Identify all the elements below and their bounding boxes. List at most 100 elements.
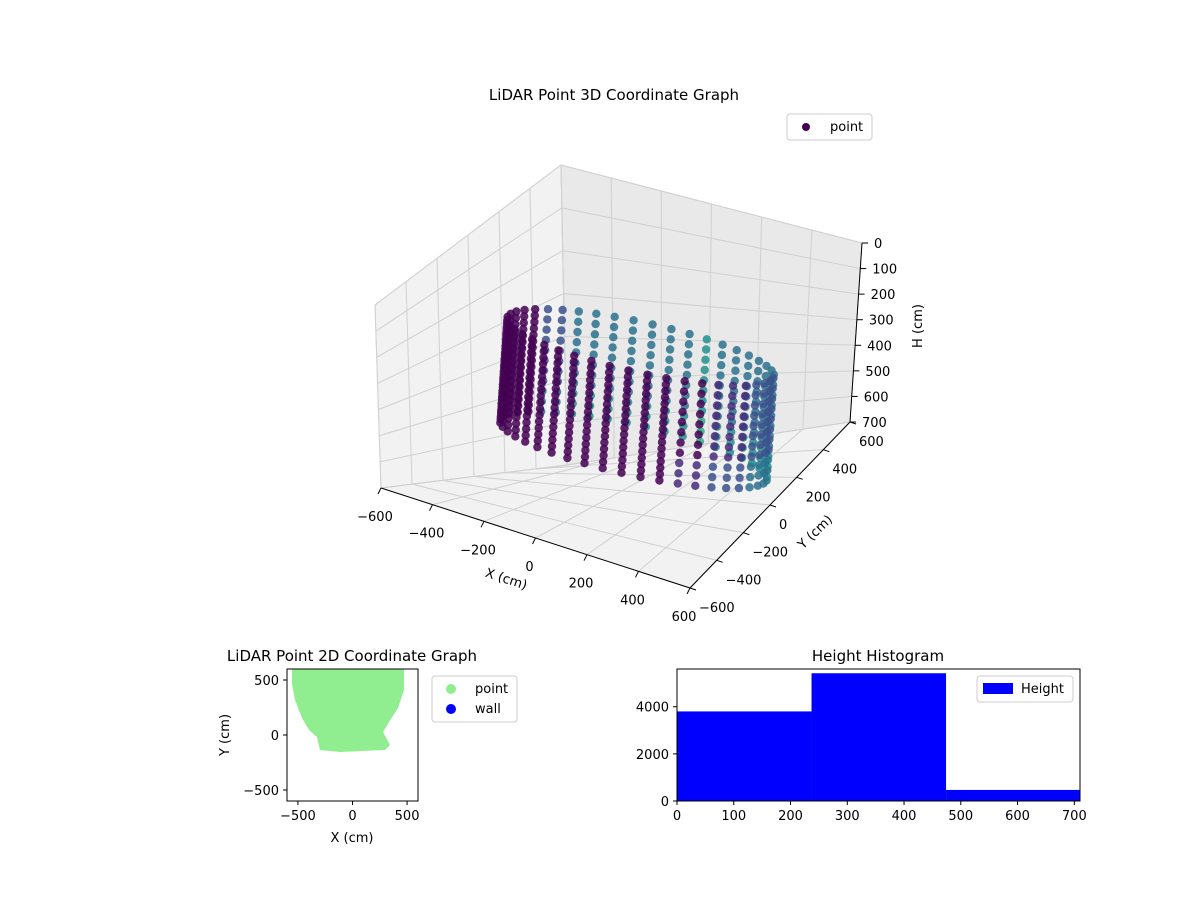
data-point-3d — [749, 421, 758, 431]
data-point-3d — [581, 439, 590, 449]
data-point-3d — [740, 391, 750, 401]
data-point-3d — [533, 442, 542, 452]
data-point-3d — [537, 385, 546, 394]
data-point-3d — [746, 472, 755, 482]
legend-2d-label-wall: wall — [475, 702, 501, 717]
legend-histogram-box — [976, 675, 1074, 703]
data-point-3d — [622, 398, 631, 407]
y-tick-label-hist: 4000 — [636, 701, 669, 716]
data-point-3d — [750, 411, 759, 420]
data-point-3d — [563, 447, 572, 456]
data-point-3d — [574, 307, 583, 316]
data-point-3d — [640, 408, 649, 418]
data-point-3d — [748, 442, 757, 451]
data-point-3d — [599, 444, 609, 454]
data-point-3d — [747, 452, 756, 461]
y-tick-mark — [769, 504, 777, 508]
data-point-3d — [657, 450, 666, 460]
x-tick-mark — [686, 587, 691, 595]
data-point-3d — [552, 365, 562, 374]
data-point-3d — [534, 430, 543, 439]
data-point-3d — [520, 312, 529, 321]
grid-line — [560, 164, 568, 466]
histogram-frame — [676, 668, 1081, 802]
data-point-3d — [512, 406, 522, 415]
z-tick-label: 400 — [867, 339, 892, 354]
data-point-3d — [662, 374, 671, 383]
data-point-3d — [509, 344, 518, 353]
data-point-3d — [517, 336, 526, 345]
data-point-3d — [590, 340, 599, 349]
data-point-3d — [604, 380, 613, 390]
y-tick-label: −200 — [752, 546, 788, 561]
data-point-3d — [526, 354, 535, 363]
data-point-3d — [692, 461, 701, 470]
x-tick-label: 600 — [672, 610, 697, 625]
data-point-3d — [522, 411, 532, 421]
data-point-3d — [511, 425, 520, 435]
data-point-3d — [759, 399, 768, 409]
data-point-3d — [523, 405, 532, 414]
data-point-3d — [521, 437, 530, 446]
data-point-3d — [564, 428, 574, 437]
y-tick-label-2d: −500 — [243, 784, 279, 799]
histogram-bars — [677, 673, 1080, 801]
legend-2d-marker-point — [446, 684, 456, 694]
data-point-3d — [711, 421, 720, 431]
data-point-3d — [697, 389, 706, 398]
data-point-3d — [506, 376, 516, 385]
data-point-3d — [592, 309, 601, 318]
data-point-3d — [585, 375, 595, 385]
data-point-3d — [623, 379, 632, 388]
data-point-3d — [621, 411, 630, 420]
data-point-3d — [691, 471, 701, 480]
x-tick-label: −400 — [409, 527, 445, 542]
data-point-3d — [582, 427, 591, 436]
data-point-3d — [636, 472, 645, 482]
data-point-3d — [641, 402, 650, 411]
data-point-3d — [694, 430, 703, 439]
x-tick-label-hist: 300 — [835, 809, 860, 824]
y-tick-mark — [743, 532, 750, 536]
data-point-3d — [620, 423, 629, 433]
data-point-3d — [507, 363, 517, 372]
data-point-3d — [549, 416, 558, 425]
data-point-3d — [552, 378, 561, 387]
data-point-3d — [641, 396, 650, 405]
y-tick-label: −400 — [726, 573, 762, 588]
data-point-3d — [683, 360, 692, 369]
data-point-3d — [515, 361, 525, 371]
data-point-3d — [759, 389, 769, 398]
x-tick-label: −600 — [357, 510, 393, 525]
data-point-3d — [536, 398, 545, 407]
data-point-3d — [509, 337, 518, 347]
x-tick-label-2d: 0 — [348, 809, 356, 824]
data-point-3d — [674, 469, 683, 478]
data-point-3d — [656, 457, 665, 466]
data-point-3d — [734, 483, 744, 493]
data-point-3d — [738, 432, 747, 442]
data-point-3d — [684, 350, 693, 359]
data-point-3d — [604, 374, 613, 383]
y-axis-label-3d: Y (cm) — [795, 512, 836, 553]
data-point-3d — [619, 443, 628, 452]
data-point-3d — [647, 330, 657, 339]
data-point-3d — [640, 415, 649, 424]
data-point-3d — [684, 340, 694, 349]
data-point-3d — [584, 395, 593, 404]
data-point-3d — [604, 368, 614, 377]
data-point-3d — [637, 453, 646, 462]
data-point-3d — [679, 397, 688, 406]
y-tick-label-hist: 2000 — [636, 748, 669, 763]
data-point-3d — [601, 419, 610, 428]
data-point-3d — [607, 353, 617, 362]
data-point-3d — [504, 408, 514, 417]
data-point-3d — [556, 336, 565, 345]
data-point-3d — [536, 391, 545, 401]
data-point-3d — [723, 463, 732, 472]
legend-3d-label-point: point — [830, 120, 863, 135]
data-point-3d — [739, 412, 748, 421]
data-point-3d — [538, 366, 547, 375]
chart-3d-title: LiDAR Point 3D Coordinate Graph — [489, 86, 739, 104]
